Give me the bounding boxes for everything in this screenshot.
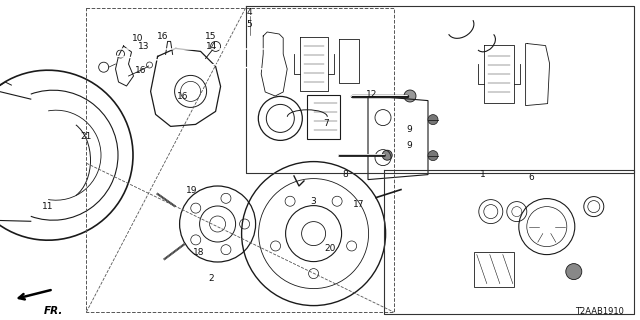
Text: 9: 9 [407, 141, 412, 150]
Text: FR.: FR. [44, 307, 63, 316]
Text: 21: 21 [81, 132, 92, 140]
Text: 2: 2 [209, 274, 214, 283]
Text: 4: 4 [247, 8, 252, 17]
Circle shape [382, 150, 392, 160]
Text: 17: 17 [353, 200, 364, 209]
Text: 9: 9 [407, 125, 412, 134]
Text: 16: 16 [135, 66, 147, 75]
Text: 10: 10 [132, 34, 143, 43]
Text: 7: 7 [324, 119, 329, 128]
Text: 3: 3 [311, 197, 316, 206]
Text: 8: 8 [343, 170, 348, 179]
Text: 6: 6 [529, 173, 534, 182]
Circle shape [566, 264, 582, 280]
Text: 18: 18 [193, 248, 204, 257]
Text: 5: 5 [247, 20, 252, 28]
Text: 1: 1 [481, 170, 486, 179]
Text: 14: 14 [205, 42, 217, 51]
Circle shape [428, 115, 438, 124]
Text: 16: 16 [177, 92, 188, 100]
Circle shape [404, 90, 416, 102]
Text: 12: 12 [365, 90, 377, 99]
Text: 11: 11 [42, 202, 54, 211]
Text: 20: 20 [324, 244, 335, 252]
Circle shape [428, 151, 438, 161]
Text: 19: 19 [186, 186, 198, 195]
Text: T2AAB1910: T2AAB1910 [575, 308, 624, 316]
Text: 16: 16 [157, 32, 169, 41]
Text: 13: 13 [138, 42, 150, 51]
Text: 15: 15 [205, 32, 217, 41]
